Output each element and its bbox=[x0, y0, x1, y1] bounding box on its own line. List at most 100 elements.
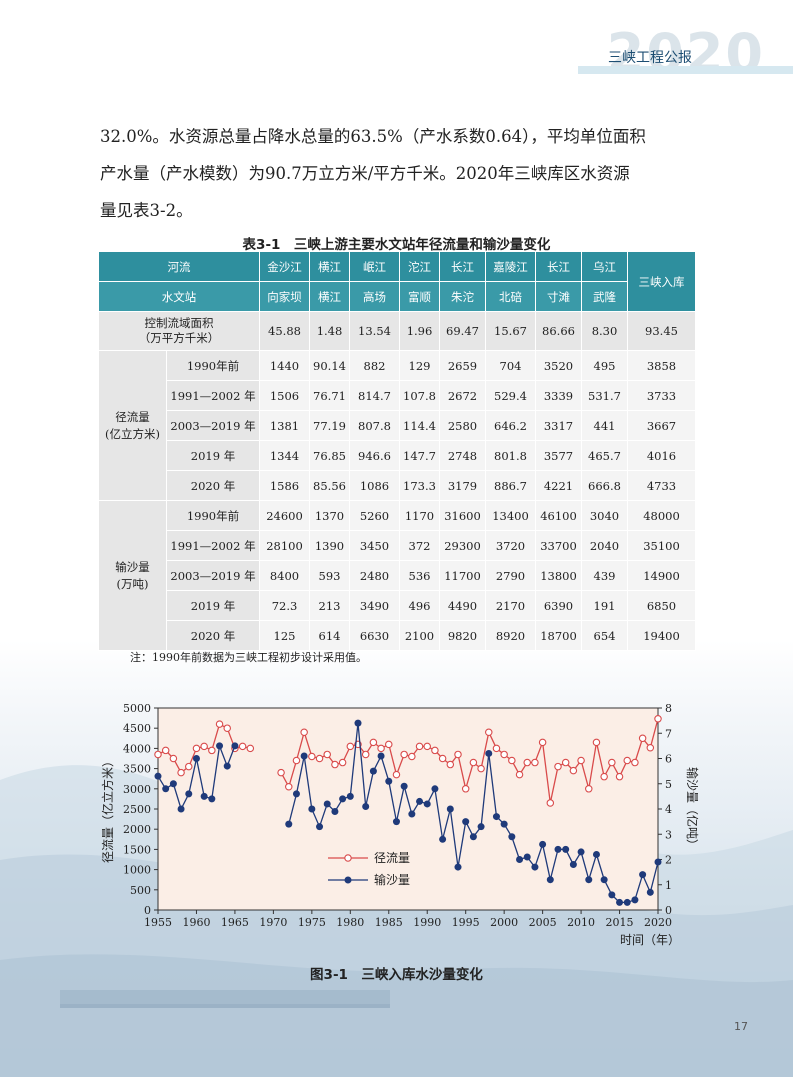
runoff-period: 1991—2002 年 bbox=[166, 380, 260, 411]
y-right-tick-label: 1 bbox=[665, 879, 672, 892]
runoff-value: 465.7 bbox=[581, 440, 628, 471]
sediment-point bbox=[431, 785, 439, 793]
sediment-value: 2040 bbox=[581, 530, 628, 561]
runoff-point bbox=[200, 742, 208, 751]
runoff-point bbox=[338, 758, 347, 767]
sediment-point bbox=[500, 820, 508, 828]
runoff-point bbox=[561, 758, 570, 767]
runoff-point bbox=[246, 744, 255, 753]
x-tick-label: 2015 bbox=[606, 916, 634, 929]
x-tick-label: 1990 bbox=[413, 916, 441, 929]
runoff-point bbox=[169, 754, 178, 763]
runoff-point bbox=[592, 738, 601, 747]
sediment-value: 14900 bbox=[627, 560, 696, 591]
sediment-value: 28100 bbox=[259, 530, 310, 561]
runoff-point bbox=[215, 720, 224, 728]
table-note: 注：1990年前数据为三峡工程初步设计采用值。 bbox=[130, 651, 367, 664]
sediment-value: 46100 bbox=[535, 500, 582, 531]
hydrology-table: 河流 金沙江 横江 岷江 沱江 长江 嘉陵江 长江 乌江 三峡入库 水文站 向家坝 横江 高场 富顺 朱沱 北碚… bbox=[98, 251, 696, 651]
runoff-point bbox=[292, 756, 301, 765]
sediment-point bbox=[600, 876, 608, 884]
sediment-value: 3490 bbox=[349, 590, 400, 621]
sediment-value: 13400 bbox=[485, 500, 536, 531]
sediment-period: 2020 年 bbox=[166, 620, 260, 651]
header-station-name: 寸滩 bbox=[535, 281, 582, 312]
runoff-point bbox=[400, 750, 408, 759]
runoff-value: 2672 bbox=[439, 380, 486, 411]
header-river-name: 沱江 bbox=[399, 251, 440, 282]
paragraph-line: 量见表3-2。 bbox=[100, 201, 193, 220]
sediment-point bbox=[408, 810, 416, 818]
area-label-unit: （万平方千米） bbox=[138, 331, 220, 345]
legend-marker bbox=[344, 854, 352, 862]
runoff-value: 2748 bbox=[439, 440, 486, 471]
sediment-value: 6630 bbox=[349, 620, 400, 651]
chart-caption: 图3-1 三峡入库水沙量变化 bbox=[310, 967, 483, 983]
x-tick-label: 1965 bbox=[221, 916, 249, 929]
runoff-value: 495 bbox=[581, 350, 628, 381]
sediment-value: 5260 bbox=[349, 500, 400, 531]
x-tick-label: 1980 bbox=[336, 916, 364, 929]
sediment-point bbox=[462, 818, 470, 826]
sediment-value: 19400 bbox=[627, 620, 696, 651]
area-value: 15.67 bbox=[485, 311, 536, 351]
runoff-label-line: 径流量 bbox=[115, 409, 150, 424]
sediment-value: 11700 bbox=[439, 560, 486, 591]
runoff-point bbox=[308, 752, 316, 761]
runoff-point bbox=[346, 742, 355, 751]
x-tick-label: 2005 bbox=[529, 916, 557, 929]
paragraph-line: 32.0%。水资源总量占降水总量的63.5%（产水系数0.64），平均单位面积 bbox=[100, 127, 646, 146]
runoff-value: 4733 bbox=[627, 470, 696, 501]
sediment-point bbox=[516, 856, 524, 863]
area-value: 69.47 bbox=[439, 311, 486, 351]
sediment-point bbox=[339, 795, 347, 803]
sediment-period: 2003—2019 年 bbox=[166, 560, 260, 591]
runoff-point bbox=[392, 770, 401, 779]
y-left-tick-label: 3000 bbox=[123, 783, 151, 796]
runoff-point bbox=[585, 785, 593, 793]
y-left-tick-label: 4500 bbox=[123, 722, 151, 735]
runoff-value: 646.2 bbox=[485, 410, 536, 441]
y-left-tick-label: 5000 bbox=[123, 702, 151, 715]
sediment-value: 4490 bbox=[439, 590, 486, 621]
runoff-point bbox=[638, 734, 647, 743]
y-right-tick-label: 4 bbox=[665, 803, 672, 816]
runoff-value: 814.7 bbox=[349, 380, 400, 411]
sediment-point bbox=[523, 853, 531, 861]
x-tick-label: 1960 bbox=[182, 916, 210, 929]
sediment-point bbox=[369, 767, 377, 775]
sediment-point bbox=[592, 850, 600, 858]
y-right-tick-label: 5 bbox=[665, 778, 672, 791]
sediment-point bbox=[485, 749, 493, 757]
sediment-point bbox=[323, 800, 331, 808]
runoff-value: 3733 bbox=[627, 380, 696, 411]
runoff-period: 2003—2019 年 bbox=[166, 410, 260, 441]
header-station-name: 朱沱 bbox=[439, 281, 486, 312]
sediment-point bbox=[377, 752, 385, 760]
runoff-value: 3667 bbox=[627, 410, 696, 441]
runoff-period: 2019 年 bbox=[166, 440, 260, 471]
header-station-name: 横江 bbox=[309, 281, 350, 312]
sediment-point bbox=[354, 719, 362, 727]
y-right-tick-label: 3 bbox=[665, 828, 672, 841]
runoff-value: 3577 bbox=[535, 440, 582, 471]
runoff-value: 529.4 bbox=[485, 380, 536, 411]
sediment-point bbox=[346, 792, 354, 800]
area-value: 13.54 bbox=[349, 311, 400, 351]
sediment-point bbox=[546, 876, 554, 884]
runoff-point bbox=[154, 750, 162, 759]
paragraph-line: 产水量（产水模数）为90.7万立方米/平方千米。2020年三峡库区水资源 bbox=[100, 164, 630, 183]
runoff-value: 77.19 bbox=[309, 410, 350, 441]
runoff-point bbox=[600, 772, 608, 781]
runoff-point bbox=[623, 756, 631, 765]
header-station-name: 武隆 bbox=[581, 281, 628, 312]
sediment-value: 8920 bbox=[485, 620, 536, 651]
runoff-label-unit: (亿立方米) bbox=[105, 426, 160, 441]
area-value: 45.88 bbox=[259, 311, 310, 351]
runoff-point bbox=[508, 756, 516, 765]
runoff-point bbox=[369, 738, 378, 747]
sediment-value: 372 bbox=[399, 530, 440, 561]
sediment-value: 48000 bbox=[627, 500, 696, 531]
sediment-point bbox=[316, 823, 324, 831]
runoff-value: 1086 bbox=[349, 470, 400, 501]
